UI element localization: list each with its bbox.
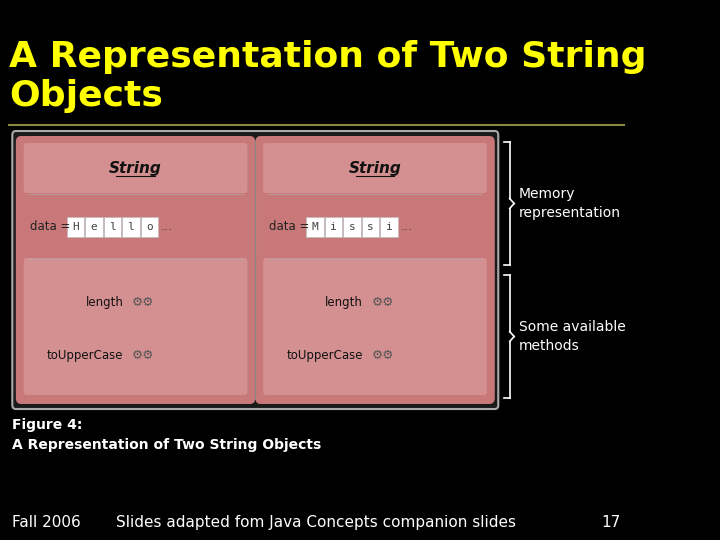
FancyBboxPatch shape	[343, 217, 361, 237]
Text: Some available
methods: Some available methods	[518, 320, 625, 353]
Text: i: i	[330, 221, 337, 232]
FancyBboxPatch shape	[27, 194, 245, 259]
Text: String: String	[348, 160, 402, 176]
FancyBboxPatch shape	[85, 217, 103, 237]
Text: s: s	[367, 221, 374, 232]
FancyBboxPatch shape	[140, 217, 158, 237]
Text: H: H	[72, 221, 79, 232]
FancyBboxPatch shape	[325, 217, 342, 237]
FancyBboxPatch shape	[266, 194, 485, 259]
Text: A Representation of Two String
Objects: A Representation of Two String Objects	[9, 40, 647, 113]
Text: ⚙⚙: ⚙⚙	[372, 349, 394, 362]
FancyBboxPatch shape	[16, 136, 256, 404]
Text: ⚙⚙: ⚙⚙	[132, 296, 155, 309]
FancyBboxPatch shape	[104, 217, 121, 237]
Text: toUpperCase: toUpperCase	[287, 349, 363, 362]
Text: data =: data =	[269, 220, 310, 233]
Text: i: i	[385, 221, 392, 232]
Text: Memory
representation: Memory representation	[518, 187, 621, 220]
FancyBboxPatch shape	[306, 217, 324, 237]
FancyBboxPatch shape	[12, 131, 498, 409]
Text: s: s	[348, 221, 356, 232]
Text: Figure 4:
A Representation of Two String Objects: Figure 4: A Representation of Two String…	[12, 418, 322, 451]
Text: length: length	[325, 296, 363, 309]
FancyBboxPatch shape	[380, 217, 397, 237]
Text: toUpperCase: toUpperCase	[47, 349, 123, 362]
Text: M: M	[312, 221, 318, 232]
Text: 17: 17	[601, 515, 621, 530]
Text: String: String	[109, 160, 162, 176]
Text: l: l	[127, 221, 135, 232]
Text: length: length	[86, 296, 123, 309]
Text: ...: ...	[161, 220, 173, 233]
FancyBboxPatch shape	[122, 217, 140, 237]
Text: l: l	[109, 221, 116, 232]
FancyBboxPatch shape	[24, 258, 248, 395]
FancyBboxPatch shape	[361, 217, 379, 237]
FancyBboxPatch shape	[67, 217, 84, 237]
Text: e: e	[91, 221, 97, 232]
Text: ⚙⚙: ⚙⚙	[372, 296, 394, 309]
Text: Fall 2006: Fall 2006	[12, 515, 81, 530]
FancyBboxPatch shape	[256, 136, 495, 404]
Text: data =: data =	[30, 220, 71, 233]
Text: o: o	[146, 221, 153, 232]
FancyBboxPatch shape	[264, 143, 487, 193]
Text: ...: ...	[400, 220, 413, 233]
Text: ⚙⚙: ⚙⚙	[132, 349, 155, 362]
FancyBboxPatch shape	[264, 258, 487, 395]
Text: Slides adapted fom Java Concepts companion slides: Slides adapted fom Java Concepts compani…	[117, 515, 516, 530]
FancyBboxPatch shape	[24, 143, 248, 193]
